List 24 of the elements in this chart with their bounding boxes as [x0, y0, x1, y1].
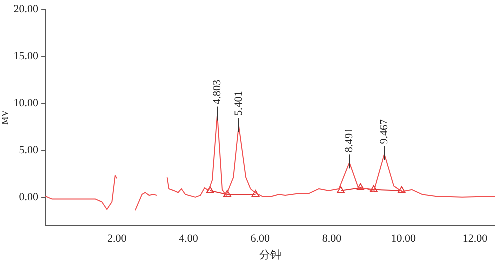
y-tick-label: 10.00 — [14, 97, 40, 110]
x-axis-title: 分钟 — [259, 248, 282, 262]
x-tick-label: 2.00 — [108, 233, 128, 246]
x-tick-label: 8.00 — [322, 233, 342, 246]
y-tick-label: 15.00 — [14, 50, 40, 62]
y-tick-label: 0.00 — [19, 191, 40, 204]
annotation: 8.491 — [344, 128, 356, 153]
point — [206, 186, 214, 194]
annotation: 9.467 — [378, 118, 390, 144]
annotation: 5.401 — [232, 91, 245, 116]
annotation: 4.803 — [211, 80, 224, 105]
y-tick-label: 5.00 — [19, 144, 40, 156]
x-tick-label: 12.00 — [462, 233, 488, 246]
point — [370, 185, 378, 192]
x-tick-label: 4.00 — [179, 233, 199, 246]
point — [337, 186, 345, 194]
y-axis-title: MV — [0, 110, 10, 125]
point — [252, 190, 260, 198]
point — [356, 184, 365, 191]
point — [398, 186, 406, 194]
point — [224, 190, 232, 198]
x-tick-label: 6.00 — [250, 233, 271, 246]
x-tick-label: 10.00 — [391, 233, 417, 246]
y-tick-label: 20.00 — [14, 3, 40, 16]
